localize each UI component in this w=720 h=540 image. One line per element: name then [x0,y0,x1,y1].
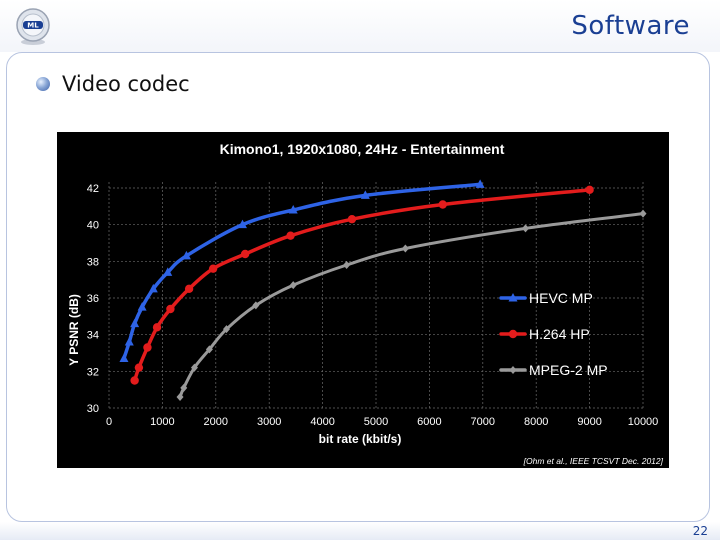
legend-item: MPEG-2 MP [499,362,608,378]
x-tick-label: 10000 [628,416,659,428]
data-point [176,393,184,401]
x-tick-label: 3000 [257,416,281,428]
citation: [Ohm et al., IEEE TCSVT Dec. 2012] [523,456,664,466]
logo-icon: ML [16,8,50,45]
data-point [475,179,485,188]
series-line [178,212,645,399]
data-point [238,219,247,229]
data-point [252,301,260,310]
data-point [143,343,152,352]
x-tick-label: 9000 [577,416,601,428]
data-point [205,345,213,354]
data-point [137,302,147,311]
data-point [184,284,194,294]
data-point [124,337,134,346]
x-tick-label: 2000 [204,416,228,428]
legend-marker [508,293,518,302]
series-mpeg-2-mp [176,209,647,401]
x-tick-label: 4000 [310,416,334,428]
y-tick-label: 30 [87,403,99,415]
x-axis-label: bit rate (kbit/s) [319,432,402,446]
legend-label: H.264 HP [529,326,590,342]
data-point [190,363,198,372]
data-point [639,209,647,218]
y-tick-label: 40 [87,220,99,232]
data-point [343,261,351,269]
chart-series [119,179,647,401]
chart-axes: 0 1000 2000 3000 4000 5000 6000 7000 8000 9000 100… [87,183,659,428]
legend-label: MPEG-2 MP [529,362,608,378]
data-point [289,281,297,290]
x-tick-label: 1000 [150,416,174,428]
series-h-264-hp [130,185,594,385]
data-point [130,318,140,328]
x-tick-label: 0 [106,416,112,428]
data-point [401,244,409,253]
x-tick-label: 5000 [364,416,388,428]
y-axis-label: Y PSNR (dB) [67,294,81,366]
data-point [181,250,191,260]
bullet-item: Video codec [36,70,190,98]
slide-footer [0,522,720,540]
data-point [585,185,594,195]
psnr-chart: Kimono1, 1920x1080, 24Hz - Entertainment… [57,132,669,468]
page-number: 22 [692,524,708,538]
y-tick-label: 36 [87,293,99,305]
legend-item: H.264 HP [499,326,590,342]
chart-title: Kimono1, 1920x1080, 24Hz - Entertainment [220,141,505,157]
data-point [286,231,295,240]
slide-header [0,0,720,52]
svg-text:ML: ML [27,22,39,30]
x-tick-label: 7000 [471,416,495,428]
x-tick-label: 6000 [417,416,441,428]
data-point [166,304,175,314]
y-tick-label: 42 [87,183,99,195]
chart-legend: HEVC MP H.264 HP MPEG-2 MP [499,290,608,378]
y-tick-label: 32 [87,366,99,378]
data-point [360,190,370,199]
data-point [438,200,447,209]
x-tick-label: 8000 [524,416,548,428]
series-hevc-mp [119,179,485,362]
data-point [152,323,162,332]
y-tick-label: 34 [87,330,99,342]
data-point [240,249,250,259]
data-point [180,383,188,392]
y-tick-label: 38 [87,256,99,268]
data-point [134,363,144,372]
slide-title: Software [571,11,690,41]
data-point [208,264,218,273]
legend-marker [508,329,518,339]
data-point [222,325,230,334]
bullet-text: Video codec [62,72,190,96]
bullet-icon [36,77,50,91]
data-point [163,267,173,276]
data-point [522,224,530,233]
legend-item: HEVC MP [499,290,593,306]
legend-marker [509,366,517,374]
data-point [347,214,357,224]
data-point [288,205,298,214]
data-point [148,283,158,293]
data-point [130,376,139,385]
legend-label: HEVC MP [529,290,593,306]
data-point [119,353,129,362]
